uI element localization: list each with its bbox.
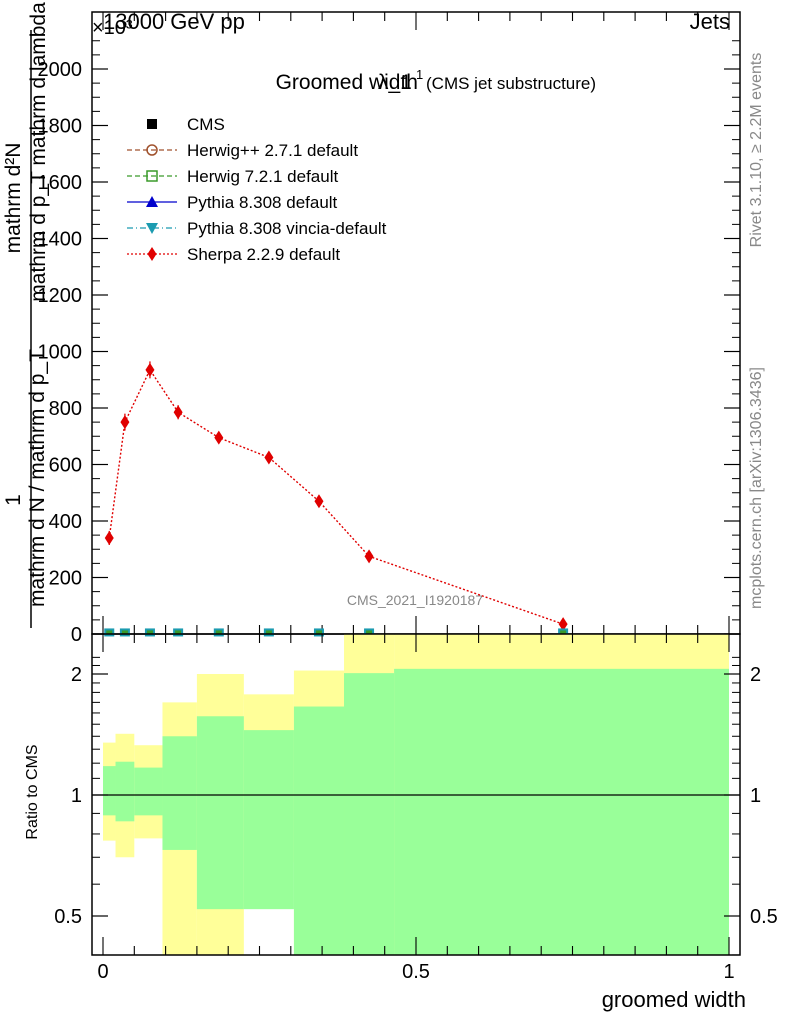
ratio-inner-band (134, 767, 163, 816)
ratio-x-axis: 0 0.5 1 (97, 634, 735, 983)
cms-point (215, 630, 222, 635)
mcplots-label: mcplots.cern.ch [arXiv:1306.3436] (748, 367, 765, 609)
x-tick-label: 0 (97, 961, 108, 983)
cms-point (265, 630, 272, 635)
y-tick-label: 600 (49, 455, 82, 477)
legend-marker (146, 144, 158, 156)
y-tick-label: 200 (49, 568, 82, 590)
legend: CMS Herwig++ 2.7.1 default Herwig 7.2.1 de… (127, 115, 387, 264)
legend-label: Sherpa 2.2.9 default (187, 245, 340, 264)
legend-marker (146, 196, 158, 207)
ratio-tick-label-right: 1 (750, 785, 761, 807)
x-tick-label: 0.5 (402, 961, 430, 983)
legend-marker (146, 170, 158, 182)
ratio-inner-band (344, 673, 395, 955)
ratio-tick-label: 0.5 (54, 906, 82, 928)
legend-marker (147, 119, 157, 129)
x-axis-label: groomed width (602, 987, 746, 1012)
y-exponent-label: ×10³ (92, 17, 133, 39)
y-tick-label: 1400 (38, 229, 83, 251)
cms-point (106, 630, 113, 635)
ratio-inner-band (243, 730, 294, 910)
cms-point (366, 630, 373, 635)
ratio-tick-label: 2 (71, 664, 82, 686)
main-frame (91, 11, 741, 635)
y-label-numerator: mathrm d²N (2, 143, 25, 254)
ratio-panel: 0.5 0.51 12 2 0 0.5 1 Ratio to CMS groomed wi… (24, 633, 778, 1012)
analysis-watermark: CMS_2021_I1920187 (347, 592, 483, 608)
energy-label: 13000 GeV pp (103, 9, 245, 34)
ratio-tick-label-right: 0.5 (750, 906, 778, 928)
x-tick-label: 1 (723, 961, 734, 983)
sherpa-point (214, 430, 224, 445)
ratio-inner-band (394, 668, 729, 955)
cms-point (560, 630, 567, 635)
ratio-bands (103, 634, 729, 955)
cms-point (146, 630, 153, 635)
ratio-inner-band (196, 716, 244, 910)
y-label-denominator: mathrm d N / mathrm d p_T (26, 349, 49, 607)
ratio-inner-band (103, 766, 116, 816)
title-superscript: 1 (416, 67, 423, 82)
ratio-inner-band (162, 736, 197, 850)
ratio-inner-band (115, 761, 135, 822)
main-panel: 0 200 400 600 800 1000 1200 1400 1600 1800 2000 Gr… (38, 11, 741, 646)
sherpa-point (364, 549, 374, 564)
legend-label: Pythia 8.308 default (187, 193, 338, 212)
cms-point (175, 630, 182, 635)
y-label-numerator-tail: mathrm d p_T mathrm d lambda (27, 2, 50, 302)
sherpa-point (314, 494, 324, 509)
legend-label: CMS (187, 115, 225, 134)
y-tick-label: 1800 (38, 116, 83, 138)
ratio-y-label: Ratio to CMS (24, 744, 41, 839)
chart-title: Groomed width (276, 71, 418, 94)
main-y-label: mathrm d²N mathrm d p_T mathrm d lambda … (2, 2, 50, 628)
y-tick-label: 2000 (38, 59, 83, 81)
legend-label: Herwig++ 2.7.1 default (187, 141, 358, 160)
y-label-one: 1 (2, 494, 25, 506)
y-tick-label: 1000 (38, 342, 83, 364)
sherpa-point (145, 362, 155, 377)
sherpa-point (104, 530, 114, 545)
sherpa-point (120, 415, 130, 430)
y-tick-label: 1600 (38, 172, 83, 194)
main-y-axis: 0 200 400 600 800 1000 1200 1400 1600 1800 2000 (38, 40, 740, 646)
ratio-y-axis: 0.5 0.5 1 1 2 2 (54, 656, 778, 956)
process-label: Jets (690, 9, 730, 34)
y-tick-label: 800 (49, 398, 82, 420)
chart-subtitle: (CMS jet substructure) (426, 74, 596, 93)
cms-point (121, 630, 128, 635)
main-x-axis (102, 12, 730, 634)
legend-label: Pythia 8.308 vincia-default (187, 219, 387, 238)
legend-marker (146, 223, 158, 234)
rivet-label: Rivet 3.1.10, ≥ 2.2M events (748, 53, 765, 248)
y-tick-label: 400 (49, 511, 82, 533)
sherpa-point (264, 450, 274, 465)
ratio-inner-band (293, 706, 345, 955)
sherpa-point (558, 617, 568, 632)
y-tick-label: 0 (71, 624, 82, 646)
title-symbol: λ_1 (378, 71, 412, 94)
legend-label: Herwig 7.2.1 default (187, 167, 338, 186)
sherpa-point (173, 405, 183, 420)
main-data (104, 361, 569, 637)
y-tick-label: 1200 (38, 285, 83, 307)
ratio-tick-label-right: 2 (750, 664, 761, 686)
legend-marker (147, 247, 157, 261)
ratio-tick-label: 1 (71, 785, 82, 807)
cms-point (315, 630, 322, 635)
